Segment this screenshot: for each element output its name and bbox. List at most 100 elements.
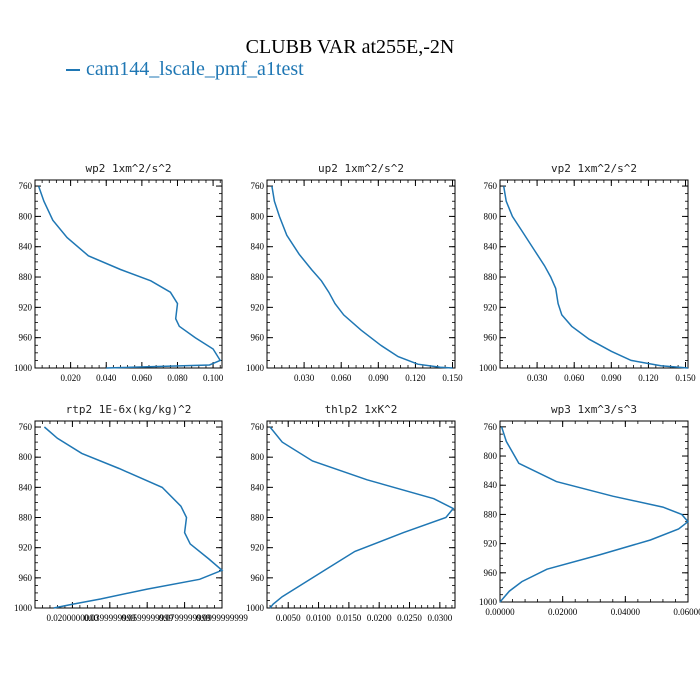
series-line — [271, 185, 453, 369]
plot-frame — [34, 179, 223, 369]
series-line — [37, 185, 222, 369]
chart-panel-1: wp2 1xm^2/s^2 760 800 840 880 920 960 1000 0.020… — [14, 162, 224, 383]
plot-frame — [34, 420, 223, 609]
x-tick-label: 0.0100 — [306, 613, 331, 623]
x-tick-label: 0.150 — [442, 373, 463, 383]
y-tick-label: 960 — [251, 333, 265, 343]
y-tick-label: 880 — [484, 509, 498, 519]
chart-panel-3: vp2 1xm^2/s^2 760 800 840 880 920 960 1000 0.030… — [479, 162, 696, 383]
x-tick-label: 0.0599999999 — [121, 613, 173, 623]
y-tick-label: 960 — [19, 573, 33, 583]
series-line — [499, 426, 690, 603]
y-tick-label: 840 — [251, 482, 265, 492]
x-tick-label: 0.0150 — [336, 613, 361, 623]
x-tick-label: 0.120 — [405, 373, 426, 383]
x-tick-label: 0.030 — [294, 373, 315, 383]
x-tick-label: 0.00000 — [485, 607, 515, 617]
y-tick-label: 920 — [484, 539, 498, 549]
y-tick-label: 920 — [251, 302, 265, 312]
y-tick-label: 880 — [19, 513, 33, 523]
panel-title: up2 1xm^2/s^2 — [318, 162, 404, 175]
x-tick-label: 0.0200 — [367, 613, 392, 623]
panel-title: thlp2 1xK^2 — [325, 403, 398, 416]
y-tick-label: 1000 — [14, 603, 33, 613]
x-tick-label: 0.080 — [167, 373, 188, 383]
x-tick-label: 0.0050 — [276, 613, 301, 623]
x-tick-label: 0.0799999999 — [159, 613, 211, 623]
chart-panel-2: up2 1xm^2/s^2 760 800 840 880 920 960 1000 0.030… — [246, 162, 463, 383]
y-tick-label: 800 — [484, 211, 498, 221]
y-tick-label: 1000 — [14, 363, 33, 373]
y-tick-label: 800 — [251, 452, 265, 462]
y-tick-label: 1000 — [479, 597, 498, 607]
y-tick-label: 840 — [251, 242, 265, 252]
x-tick-label: 0.0300 — [427, 613, 452, 623]
y-tick-label: 800 — [19, 452, 33, 462]
x-tick-label: 0.090 — [368, 373, 389, 383]
legend-label: cam144_lscale_pmf_a1test — [86, 58, 304, 80]
plot-frame — [266, 179, 456, 369]
y-tick-label: 920 — [19, 543, 33, 553]
x-tick-label: 0.030 — [527, 373, 548, 383]
x-tick-label: 0.100 — [203, 373, 224, 383]
series-line — [43, 426, 224, 609]
y-tick-label: 800 — [19, 211, 33, 221]
series-line — [269, 426, 455, 609]
x-tick-label: 0.02000 — [548, 607, 578, 617]
chart-panel-5: thlp2 1xK^2 760 800 840 880 920 960 1000 0.0050 0… — [246, 403, 456, 623]
x-tick-label: 0.060 — [331, 373, 352, 383]
y-tick-label: 1000 — [479, 363, 498, 373]
y-tick-label: 840 — [19, 242, 33, 252]
y-tick-label: 920 — [484, 302, 498, 312]
legend-line-swatch — [66, 69, 80, 72]
x-tick-label: 0.0250 — [397, 613, 422, 623]
plot-frame — [499, 179, 689, 369]
y-tick-label: 760 — [484, 181, 498, 191]
y-tick-label: 880 — [251, 272, 265, 282]
x-tick-label: 0.06000 — [673, 607, 700, 617]
x-tick-label: 0.04000 — [611, 607, 641, 617]
y-tick-label: 760 — [251, 422, 265, 432]
x-tick-label: 0.120 — [638, 373, 659, 383]
panel-title: vp2 1xm^2/s^2 — [551, 162, 637, 175]
x-tick-label: 0.0999999999 — [196, 613, 248, 623]
y-tick-label: 960 — [484, 333, 498, 343]
plot-frame — [499, 420, 689, 603]
y-tick-label: 760 — [251, 181, 265, 191]
x-tick-label: 0.060 — [564, 373, 585, 383]
y-tick-label: 920 — [19, 302, 33, 312]
y-tick-label: 760 — [19, 422, 33, 432]
y-tick-label: 880 — [251, 513, 265, 523]
y-tick-label: 840 — [484, 480, 498, 490]
panel-title: wp3 1xm^3/s^3 — [551, 403, 637, 416]
x-tick-label: 0.060 — [132, 373, 153, 383]
y-tick-label: 1000 — [246, 603, 265, 613]
x-tick-label: 0.090 — [601, 373, 622, 383]
panel-title: rtp2 1E-6x(kg/kg)^2 — [66, 403, 192, 416]
x-tick-label: 0.150 — [675, 373, 696, 383]
y-tick-label: 960 — [251, 573, 265, 583]
y-tick-label: 760 — [484, 422, 498, 432]
y-tick-label: 1000 — [246, 363, 265, 373]
y-tick-label: 800 — [251, 211, 265, 221]
y-tick-label: 840 — [19, 482, 33, 492]
legend: cam144_lscale_pmf_a1test — [66, 58, 304, 81]
panel-title: wp2 1xm^2/s^2 — [85, 162, 171, 175]
y-tick-label: 960 — [484, 568, 498, 578]
x-tick-label: 0.040 — [96, 373, 117, 383]
y-tick-label: 960 — [19, 333, 33, 343]
plot-frame — [266, 420, 456, 609]
chart-panel-4: rtp2 1E-6x(kg/kg)^2 760 800 840 880 920 960 100… — [14, 403, 248, 623]
y-tick-label: 760 — [19, 181, 33, 191]
y-tick-label: 880 — [19, 272, 33, 282]
y-tick-label: 920 — [251, 543, 265, 553]
x-tick-label: 0.020 — [60, 373, 81, 383]
y-tick-label: 880 — [484, 272, 498, 282]
page-title: CLUBB VAR at255E,-2N — [245, 36, 455, 58]
chart-panel-6: wp3 1xm^3/s^3 760 800 840 880 920 960 10000.000… — [479, 403, 700, 617]
y-tick-label: 840 — [484, 242, 498, 252]
series-line — [502, 185, 689, 369]
y-tick-label: 800 — [484, 451, 498, 461]
x-tick-label: 0.0200000000 — [47, 613, 99, 623]
